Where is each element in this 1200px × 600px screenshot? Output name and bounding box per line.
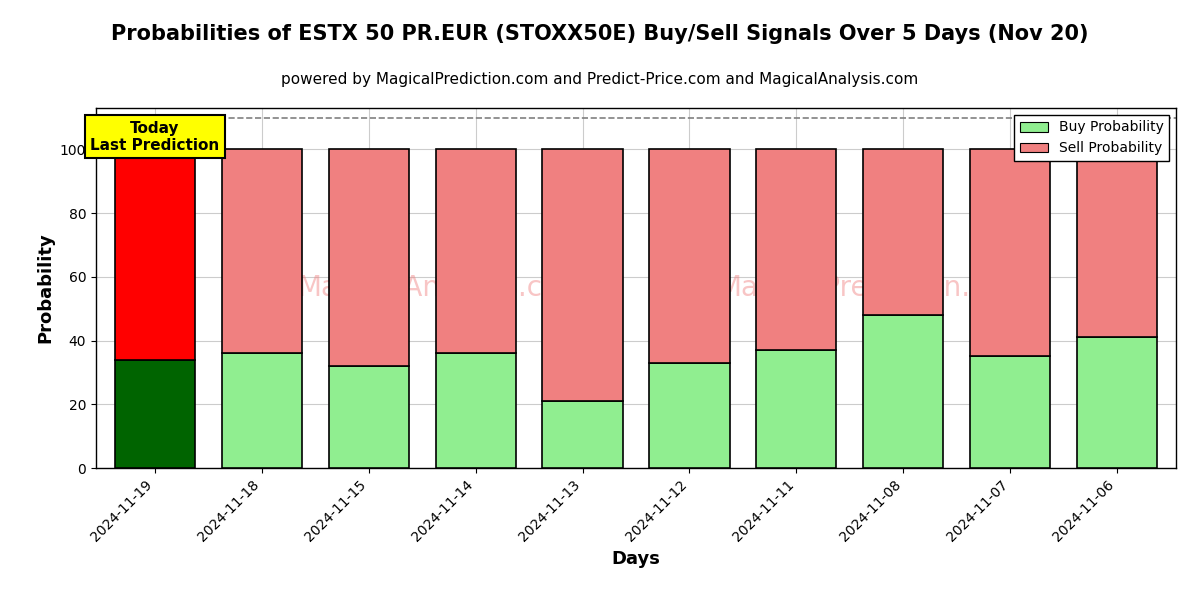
Bar bbox=[1078, 149, 1157, 337]
Text: Probabilities of ESTX 50 PR.EUR (STOXX50E) Buy/Sell Signals Over 5 Days (Nov 20): Probabilities of ESTX 50 PR.EUR (STOXX50… bbox=[112, 24, 1088, 44]
Text: powered by MagicalPrediction.com and Predict-Price.com and MagicalAnalysis.com: powered by MagicalPrediction.com and Pre… bbox=[281, 72, 919, 87]
Bar bbox=[115, 149, 194, 359]
Bar bbox=[649, 363, 730, 468]
Bar bbox=[542, 149, 623, 401]
Bar bbox=[436, 353, 516, 468]
Bar bbox=[542, 401, 623, 468]
Bar bbox=[222, 149, 302, 353]
Bar bbox=[970, 356, 1050, 468]
Bar bbox=[756, 350, 836, 468]
Bar bbox=[863, 315, 943, 468]
Bar bbox=[436, 149, 516, 353]
Bar bbox=[756, 149, 836, 350]
X-axis label: Days: Days bbox=[612, 550, 660, 568]
Text: MagicalPrediction.com: MagicalPrediction.com bbox=[718, 274, 1030, 302]
Text: Today
Last Prediction: Today Last Prediction bbox=[90, 121, 220, 153]
Bar bbox=[115, 359, 194, 468]
Bar bbox=[649, 149, 730, 363]
Bar bbox=[222, 353, 302, 468]
Y-axis label: Probability: Probability bbox=[36, 233, 54, 343]
Bar bbox=[329, 366, 409, 468]
Bar bbox=[863, 149, 943, 315]
Bar bbox=[329, 149, 409, 366]
Legend: Buy Probability, Sell Probability: Buy Probability, Sell Probability bbox=[1014, 115, 1169, 161]
Text: MagicalAnalysis.com: MagicalAnalysis.com bbox=[298, 274, 586, 302]
Bar bbox=[1078, 337, 1157, 468]
Bar bbox=[970, 149, 1050, 356]
